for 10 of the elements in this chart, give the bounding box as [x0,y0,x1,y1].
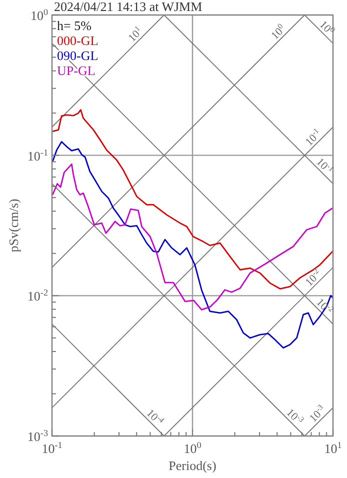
text: 000-GL [57,33,98,48]
x-tick-label: 10$^{0}$ [184,440,202,456]
y-axis-title: pSv(cm/s) [6,198,21,252]
y-tick-label: 10$^{-1}$ [27,147,48,164]
annotation: h= 5% [57,18,92,33]
x-axis-title: Period(s) [168,458,216,473]
y-tick-label: 10$^{0}$ [30,7,48,23]
x-tick-label: 10$^{1}$ [324,440,342,456]
chart-title: 2024/04/21 14:13 at WJMM [54,0,203,14]
y-tick-label: 10$^{-2}$ [27,288,48,304]
